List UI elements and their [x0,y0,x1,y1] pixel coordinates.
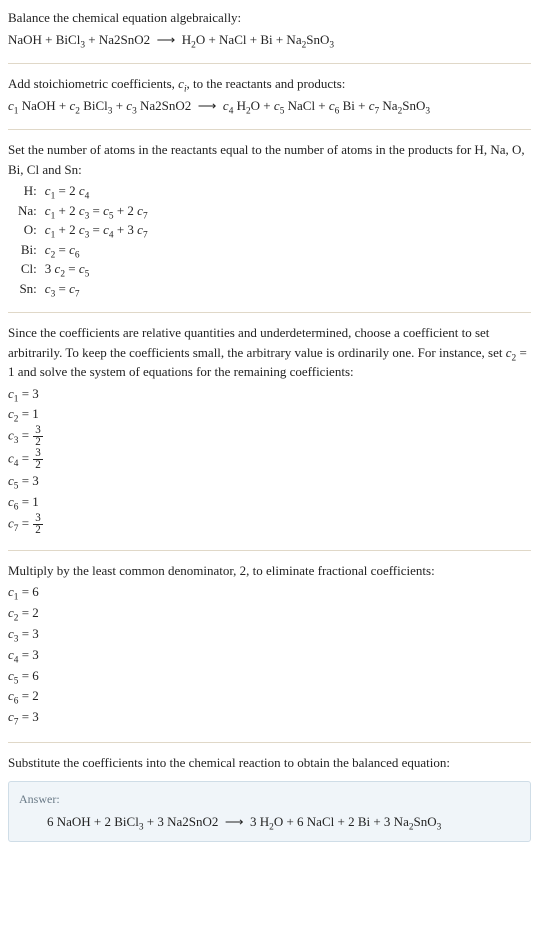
s1-equation: NaOH + BiCl3 + Na2SnO2 ⟶ H2O + NaCl + Bi… [8,30,531,50]
atom-balance-table: H:c1 = 2 c4Na:c1 + 2 c3 = c5 + 2 c7O:c1 … [14,181,152,298]
s2-title: Add stoichiometric coefficients, ci, to … [8,74,531,94]
coeff-row: c4 = 32 [8,448,531,471]
coeff-row: c7 = 32 [8,513,531,536]
balance-equation: c3 = c7 [41,279,152,299]
s1-title: Balance the chemical equation algebraica… [8,8,531,28]
coeff-row: c1 = 3 [8,384,531,405]
coeff-row: c2 = 2 [8,603,531,624]
balance-equation: c2 = c6 [41,240,152,260]
separator [8,550,531,551]
balance-equation: 3 c2 = c5 [41,259,152,279]
coeff-row: c1 = 6 [8,582,531,603]
coeff-row: c2 = 1 [8,404,531,425]
coeff-list-fractional: c1 = 3c2 = 1c3 = 32c4 = 32c5 = 3c6 = 1c7… [8,384,531,536]
s4-intro: Since the coefficients are relative quan… [8,323,531,382]
element-label: H: [14,181,41,201]
atom-balance-row: H:c1 = 2 c4 [14,181,152,201]
element-label: Cl: [14,259,41,279]
atom-balance-row: Bi:c2 = c6 [14,240,152,260]
coeff-list-integer: c1 = 6c2 = 2c3 = 3c4 = 3c5 = 6c6 = 2c7 =… [8,582,531,728]
s5-intro: Multiply by the least common denominator… [8,561,531,581]
separator [8,742,531,743]
coeff-row: c6 = 2 [8,686,531,707]
atom-balance-row: Na:c1 + 2 c3 = c5 + 2 c7 [14,201,152,221]
balance-equation: c1 = 2 c4 [41,181,152,201]
s2-equation: c1 NaOH + c2 BiCl3 + c3 Na2SnO2 ⟶ c4 H2O… [8,96,531,116]
element-label: Na: [14,201,41,221]
separator [8,63,531,64]
coeff-row: c4 = 3 [8,645,531,666]
answer-box: Answer: 6 NaOH + 2 BiCl3 + 3 Na2SnO2 ⟶ 3… [8,781,531,843]
coeff-row: c7 = 3 [8,707,531,728]
atom-balance-row: O:c1 + 2 c3 = c4 + 3 c7 [14,220,152,240]
s6-intro: Substitute the coefficients into the che… [8,753,531,773]
coeff-row: c5 = 3 [8,471,531,492]
answer-equation: 6 NaOH + 2 BiCl3 + 3 Na2SnO2 ⟶ 3 H2O + 6… [19,812,520,832]
atom-balance-row: Sn:c3 = c7 [14,279,152,299]
coeff-row: c5 = 6 [8,666,531,687]
balance-equation: c1 + 2 c3 = c5 + 2 c7 [41,201,152,221]
coeff-row: c3 = 32 [8,425,531,448]
balance-equation: c1 + 2 c3 = c4 + 3 c7 [41,220,152,240]
atom-balance-row: Cl:3 c2 = c5 [14,259,152,279]
answer-label: Answer: [19,790,520,808]
separator [8,312,531,313]
element-label: Sn: [14,279,41,299]
element-label: O: [14,220,41,240]
coeff-row: c6 = 1 [8,492,531,513]
separator [8,129,531,130]
element-label: Bi: [14,240,41,260]
coeff-row: c3 = 3 [8,624,531,645]
s3-intro: Set the number of atoms in the reactants… [8,140,531,179]
